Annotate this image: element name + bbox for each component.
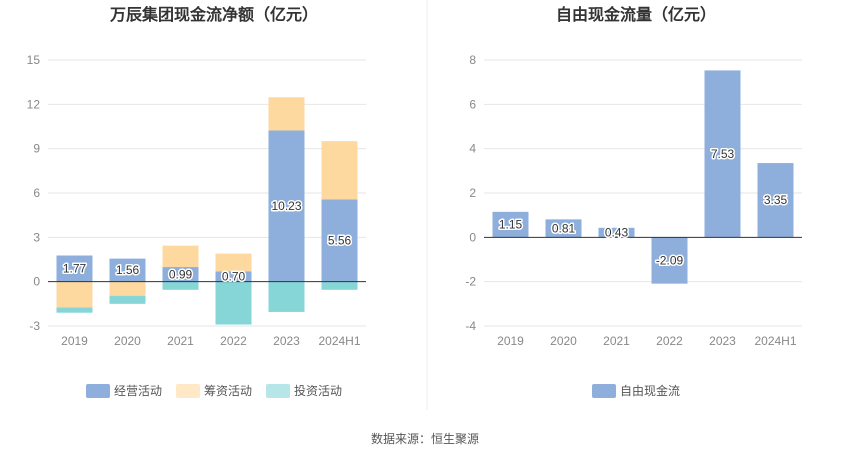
x-tick-label: 2022: [220, 334, 247, 348]
data-label: 7.53: [711, 147, 735, 161]
net-cash-flow-x-axis: 2019 2020 2021 2022 2023 2024H1: [61, 334, 361, 348]
data-source-note: 数据来源：恒生聚源: [371, 431, 479, 446]
y-tick-label: 6: [469, 97, 476, 111]
legend-label-operating[interactable]: 经营活动: [114, 384, 162, 398]
data-label: 10.23: [271, 199, 301, 213]
x-tick-label: 2020: [114, 334, 141, 348]
data-label: 5.56: [328, 234, 352, 248]
bar-free_cash_flow-2020: [545, 219, 582, 238]
bar-investing-2024H1: [321, 281, 358, 290]
bar-free_cash_flow-2023: [704, 70, 741, 238]
legend-swatch-financing[interactable]: [176, 384, 200, 398]
bar-operating-2022: [215, 271, 252, 282]
data-label: 1.15: [499, 218, 523, 232]
free-cash-flow-legend: 自由现金流: [592, 383, 680, 398]
bar-financing-2023: [268, 97, 305, 131]
bar-investing-2022: [215, 281, 252, 325]
free-cash-flow-y-axis: 8 6 4 2 0 -2 -4: [465, 53, 476, 333]
x-tick-label: 2022: [656, 334, 683, 348]
free-cash-flow-gridlines: [484, 59, 802, 327]
net-cash-flow-bars: [56, 97, 358, 325]
y-tick-label: 4: [469, 142, 476, 156]
data-label: 0.81: [552, 221, 576, 235]
bar-operating-2019: [56, 255, 93, 282]
y-tick-label: -2: [465, 275, 476, 289]
bar-financing-2021: [162, 245, 199, 268]
net-cash-flow-chart-title: 万辰集团现金流净额（亿元）: [109, 5, 318, 24]
bar-investing-2021: [162, 281, 199, 290]
bar-free_cash_flow-2021: [598, 227, 635, 238]
data-label: 0.99: [169, 267, 193, 281]
bar-investing-2020: [109, 295, 146, 304]
bar-free_cash_flow-2019: [492, 211, 529, 238]
data-label: 1.77: [63, 262, 87, 276]
data-label: -2.09: [656, 253, 684, 267]
bar-operating-2021: [162, 267, 199, 282]
legend-swatch-operating[interactable]: [86, 384, 110, 398]
y-tick-label: -4: [465, 319, 476, 333]
net-cash-flow-chart: 万辰集团现金流净额（亿元） 15 12 9 6 3 0 -3 1.77 1.56 0.99 0.7…: [27, 5, 366, 398]
x-tick-label: 2024H1: [318, 334, 360, 348]
legend-label-free_cash_flow[interactable]: 自由现金流: [620, 383, 680, 398]
bar-financing-2019: [56, 281, 93, 308]
bar-investing-2023: [268, 281, 305, 312]
x-tick-label: 2023: [273, 334, 300, 348]
bar-operating-2023: [268, 130, 305, 282]
y-tick-label: 0: [33, 275, 40, 289]
bar-financing-2020: [109, 281, 146, 296]
bar-free_cash_flow-2024H1: [757, 163, 794, 238]
free-cash-flow-data-labels: 1.15 0.81 0.43 -2.09 7.53 3.35: [497, 145, 789, 269]
y-tick-label: 6: [33, 186, 40, 200]
data-label: 1.56: [116, 263, 140, 277]
free-cash-flow-x-axis: 2019 2020 2021 2022 2023 2024H1: [497, 334, 797, 348]
y-tick-label: 15: [27, 53, 41, 67]
x-tick-label: 2020: [550, 334, 577, 348]
x-tick-label: 2024H1: [754, 334, 796, 348]
y-tick-label: 0: [469, 230, 476, 244]
net-cash-flow-data-labels: 1.77 1.56 0.99 0.70 10.23 5.56: [61, 198, 353, 285]
x-tick-label: 2023: [709, 334, 736, 348]
bar-operating-2024H1: [321, 199, 358, 282]
bar-operating-2020: [109, 258, 146, 282]
bar-free_cash_flow-2022: [651, 237, 688, 284]
y-tick-label: 9: [33, 142, 40, 156]
data-label: 0.70: [222, 269, 246, 283]
x-tick-label: 2021: [167, 334, 194, 348]
data-label: 0.43: [605, 226, 629, 240]
y-tick-label: 3: [33, 230, 40, 244]
net-cash-flow-gridlines: [48, 59, 366, 327]
y-tick-label: -3: [29, 319, 40, 333]
free-cash-flow-chart: 自由现金流量（亿元） 8 6 4 2 0 -2 -4 1.15 0.81 0.43 -2.09 7.…: [465, 5, 802, 398]
legend-label-investing[interactable]: 投资活动: [294, 383, 342, 398]
free-cash-flow-chart-title: 自由现金流量（亿元）: [556, 5, 716, 24]
y-tick-label: 8: [469, 53, 476, 67]
bar-investing-2019: [56, 307, 93, 313]
net-cash-flow-y-axis: 15 12 9 6 3 0 -3: [27, 53, 41, 333]
data-label: 3.35: [764, 193, 788, 207]
y-tick-label: 2: [469, 186, 476, 200]
bar-financing-2024H1: [321, 141, 358, 200]
net-cash-flow-legend: 经营活动 筹资活动 投资活动: [86, 383, 342, 398]
x-tick-label: 2021: [603, 334, 630, 348]
legend-label-financing[interactable]: 筹资活动: [204, 384, 252, 398]
free-cash-flow-bars: [492, 70, 794, 284]
legend-swatch-free_cash_flow[interactable]: [592, 384, 616, 398]
x-tick-label: 2019: [61, 334, 88, 348]
y-tick-label: 12: [27, 97, 41, 111]
legend-swatch-investing[interactable]: [266, 384, 290, 398]
x-tick-label: 2019: [497, 334, 524, 348]
bar-financing-2022: [215, 253, 252, 272]
